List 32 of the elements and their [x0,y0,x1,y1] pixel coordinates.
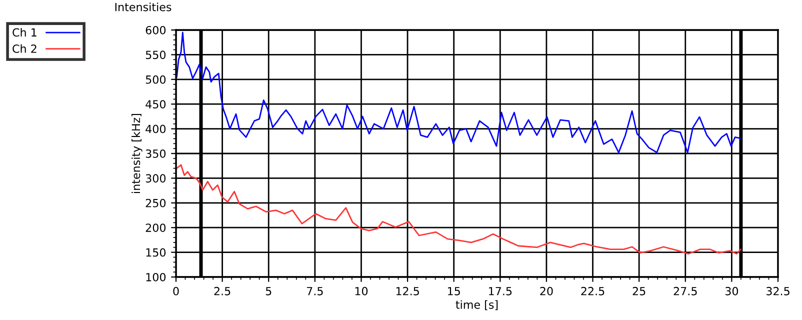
y-tick-label: 400 [146,124,166,134]
x-tick-label: 15 [448,287,460,296]
x-tick-label: 30 [725,286,738,296]
x-tick-label: 7.5 [307,287,323,296]
y-axis-title: intensity [kHz] [132,114,142,193]
y-tick-label: 250 [146,198,166,208]
x-tick-label: 27.5 [674,286,697,296]
chart-title: Intensities [115,2,172,12]
line-series [176,32,741,154]
x-axis-title: time [s] [456,300,498,310]
x-tick-label: 2.5 [214,286,230,296]
x-tick-label: 20 [540,286,553,296]
x-tick-label: 5 [266,287,272,296]
y-tick-label: 600 [146,26,166,34]
x-tick-label: 25 [632,286,646,296]
x-tick-label: 10 [355,286,368,296]
y-tick-label: 500 [146,75,166,84]
x-tick-label: 32.5 [766,286,790,296]
y-tick-label: 200 [146,224,166,232]
legend-label: Ch 2 [12,44,36,53]
y-tick-label: 150 [146,248,166,257]
x-tick-label: 12.5 [396,286,419,296]
y-tick-label: 350 [146,149,166,158]
y-tick-label: 300 [146,174,166,183]
line-series [176,164,742,254]
x-tick-label: 17.5 [489,287,512,296]
y-tick-label: 550 [146,50,166,60]
y-tick-label: 100 [146,272,166,282]
legend-label: Ch 1 [12,28,36,37]
x-tick-label: 22.5 [581,286,604,296]
x-tick-label: 0 [173,286,179,296]
y-tick-label: 450 [146,100,166,108]
